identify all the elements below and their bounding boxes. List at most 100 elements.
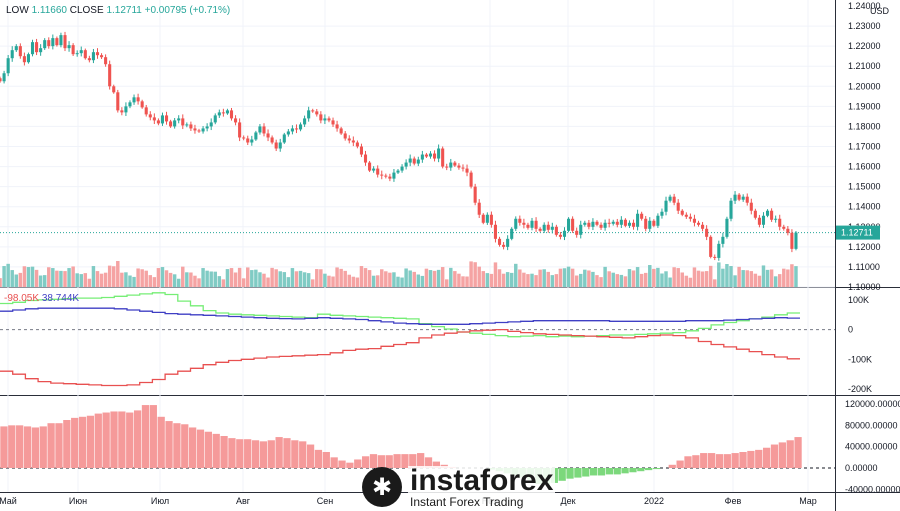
candle-body [652,220,656,226]
volume-bar [323,273,327,287]
volume-bar [558,268,563,287]
volume-bar [721,268,725,287]
candle-body [404,162,408,167]
candle-body [181,118,185,126]
hist-bar [0,426,8,468]
candle-body [603,222,607,228]
candle-body [766,210,770,216]
hist-bar [23,426,32,468]
candle-body [477,202,481,215]
volume-bar [782,268,786,287]
hist-tick-label: 0.00000 [845,463,878,473]
x-tick-label: Май [0,496,17,506]
volume-bar [761,265,766,287]
candle-body [461,167,465,169]
volume-bar [99,273,104,287]
hist-tick-label: -40000.00000 [845,484,900,494]
hist-bar [715,454,724,468]
volume-bar [0,278,2,287]
volume-bar [461,276,465,287]
hist-bar [141,405,150,468]
candle-body [489,214,493,225]
candle-body [266,133,270,138]
volume-bar [286,277,291,287]
price-tick-label: 1.11000 [848,262,880,272]
candle-body [347,138,351,141]
hist-bar [794,437,802,468]
volume-bar [294,271,299,287]
candle-body [437,148,441,159]
volume-bar [335,267,339,287]
volume-bar [680,272,684,287]
hist-bar [126,412,134,468]
hist-bar [291,440,299,468]
candle-body [668,196,672,201]
candle-body [680,210,684,215]
volume-bar [124,272,128,287]
volume-bar [384,271,388,287]
volume-bar [274,269,278,287]
volume-bar [741,270,745,287]
candle-body [270,137,274,143]
candle-body [717,243,721,258]
price-tick-label: 1.24000 [848,1,881,11]
candle-body [319,114,323,121]
volume-bar [156,268,161,287]
hist-bar [196,429,205,468]
candle-body [343,133,347,139]
cot-legend-value-a: -98.05K [4,293,40,304]
candle-body [140,101,144,108]
volume-bar [310,279,315,287]
x-tick-label: Июл [151,496,169,506]
volume-bar [47,267,51,287]
volume-bar [26,267,31,287]
volume-bar [306,273,311,287]
candle-body [359,146,363,155]
hist-bar [558,468,566,481]
candle-body [453,162,457,166]
volume-bar [168,272,173,287]
volume-bar [514,263,518,287]
volume-bar [777,274,782,287]
candle-body [709,236,713,257]
change-value: +0.00795 (+0.71%) [144,5,231,16]
candle-body [112,86,116,93]
candle-body [428,153,433,157]
volume-bar [71,266,75,287]
price-tick-label: 1.15000 [848,182,881,192]
candle-body [782,226,786,229]
candle-body [388,176,392,179]
candle-body [595,221,599,225]
volume-bar [554,274,559,287]
volume-bar [396,276,400,287]
candle-body [676,202,680,211]
candle-body [737,194,741,200]
volume-bar [790,264,794,287]
volume-bar [197,278,201,287]
candle-body [160,115,165,124]
hist-bar [173,423,181,468]
candle-body [705,228,709,237]
candle-body [197,130,201,132]
hist-bar [299,441,307,468]
volume-bar [371,275,376,287]
candle-body [725,218,729,237]
volume-bar [217,276,222,287]
candle-body [205,126,209,129]
candle-body [79,50,83,54]
volume-bar [623,276,628,287]
candle-body [116,92,120,111]
volume-bar [392,272,396,287]
hist-bar [700,453,708,468]
volume-bar [331,276,335,287]
volume-bar [692,267,697,287]
candle-body [26,54,30,63]
candle-body [721,236,725,244]
candle-body [83,50,87,59]
hist-bar [417,453,425,468]
hist-bar [652,468,661,470]
candle-body [741,196,745,200]
volume-bar [189,272,193,287]
